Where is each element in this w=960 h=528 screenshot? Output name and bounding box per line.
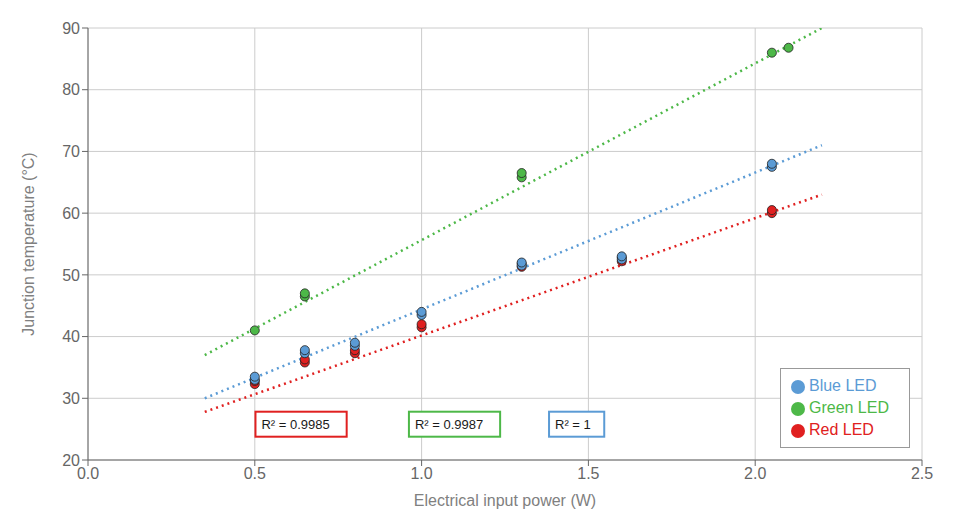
svg-text:Junction temperature (°C): Junction temperature (°C)	[20, 152, 37, 335]
svg-text:90: 90	[62, 20, 80, 37]
html-text:Red LED: Red LED	[809, 421, 874, 438]
svg-text:0.5: 0.5	[244, 465, 266, 482]
svg-text:1.0: 1.0	[410, 465, 432, 482]
svg-text:60: 60	[62, 205, 80, 222]
svg-text:50: 50	[62, 267, 80, 284]
svg-text:R² = 0.9985: R² = 0.9985	[261, 417, 329, 432]
html-text:Green LED: Green LED	[809, 399, 889, 416]
svg-text:20: 20	[62, 452, 80, 469]
svg-text:0.0: 0.0	[77, 465, 99, 482]
svg-text:R² = 1: R² = 1	[555, 417, 591, 432]
svg-text:1.5: 1.5	[577, 465, 599, 482]
svg-text:80: 80	[62, 81, 80, 98]
svg-text:R² = 0.9987: R² = 0.9987	[415, 417, 483, 432]
svg-text:70: 70	[62, 143, 80, 160]
svg-text:2.5: 2.5	[911, 465, 933, 482]
svg-text:2.0: 2.0	[744, 465, 766, 482]
svg-text:Electrical input power (W): Electrical input power (W)	[414, 492, 596, 509]
html-text:Blue LED: Blue LED	[809, 377, 877, 394]
svg-text:30: 30	[62, 390, 80, 407]
svg-text:40: 40	[62, 328, 80, 345]
